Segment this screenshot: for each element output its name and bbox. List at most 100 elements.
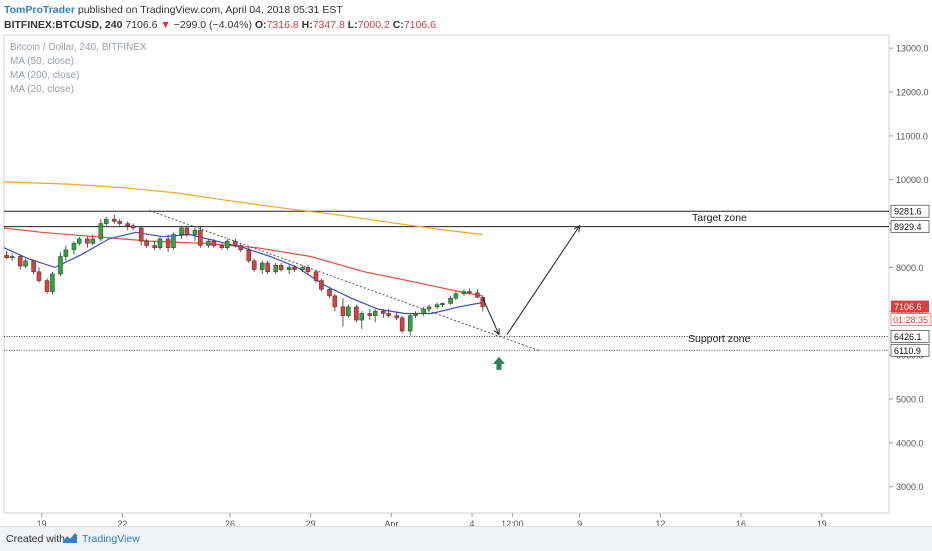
candle-body — [130, 225, 136, 229]
candle-up — [23, 258, 28, 269]
candle-body — [77, 238, 82, 244]
candle-down — [130, 223, 136, 231]
candle-up — [372, 309, 378, 323]
candle-body — [467, 291, 472, 294]
level-badge-bg — [890, 220, 930, 233]
level-badge-bg — [890, 204, 930, 218]
candle-body — [448, 297, 453, 304]
x-tick-label: 12:00 — [501, 519, 524, 526]
dotted-trendline — [149, 209, 540, 352]
up-arrow-icon — [492, 356, 505, 370]
candle-body — [31, 260, 36, 273]
candle-up — [77, 236, 82, 246]
x-tick-label: 16 — [736, 519, 746, 526]
open-value: 7316.8 — [266, 19, 299, 31]
candle-up — [103, 216, 109, 226]
legend-ma200: MA (200, close) — [10, 70, 79, 81]
ohlc-line: BITFINEX:BTCUSD, 240 7106.6 ▼ −299.0 (−4… — [4, 19, 436, 31]
candle-body — [394, 315, 399, 319]
candle-up — [434, 302, 440, 310]
candle-body — [346, 306, 351, 316]
footer-brand-link[interactable]: TradingView — [82, 533, 140, 545]
candle-down — [165, 234, 171, 253]
candle-body — [238, 245, 243, 251]
projection-arrow-down — [482, 297, 499, 334]
publish-info: published on TradingView.com, April 04, … — [77, 4, 343, 16]
candle-body — [198, 229, 203, 246]
candle-body — [286, 267, 292, 270]
candle-down — [399, 315, 405, 334]
candle-up — [346, 304, 351, 318]
candle-body — [138, 227, 144, 242]
candle-down — [238, 243, 243, 253]
candle-body — [399, 317, 405, 332]
candle-up — [58, 252, 63, 277]
candle-up — [286, 265, 292, 274]
candle-down — [125, 221, 130, 231]
candle-up — [206, 238, 211, 248]
support-zone-label: Support zone — [688, 333, 751, 345]
candle-down — [117, 219, 122, 226]
candle-down — [152, 241, 157, 250]
candle-up — [98, 219, 104, 242]
candle-body — [171, 234, 176, 248]
candle-body — [17, 256, 23, 267]
candle-body — [332, 295, 338, 308]
candle-body — [179, 227, 184, 235]
candle-body — [246, 249, 252, 262]
candle-body — [192, 229, 198, 235]
ma-line-200 — [3, 181, 483, 236]
candle-body — [327, 289, 332, 297]
candle-up — [90, 234, 96, 246]
x-tick-label: 26 — [225, 519, 235, 526]
candle-body — [50, 273, 55, 292]
candle-down — [31, 259, 36, 274]
candle-down — [340, 298, 346, 327]
target-zone-label: Target zone — [692, 212, 747, 224]
x-tick-label: 12 — [655, 519, 665, 526]
y-tick-label: 12000.0 — [896, 88, 929, 98]
tradingview-logo-icon — [63, 533, 77, 543]
candle-body — [453, 293, 459, 299]
candle-body — [112, 218, 117, 222]
candle-down — [246, 247, 252, 264]
level-badge: 6110.9 — [894, 346, 921, 356]
candle-body — [359, 313, 365, 321]
candle-down — [17, 255, 23, 270]
y-tick-label: 13000.0 — [896, 44, 929, 54]
candle-down — [219, 243, 225, 250]
candle-body — [125, 223, 130, 227]
candle-body — [367, 313, 373, 316]
candle-down — [112, 214, 117, 224]
candle-body — [144, 240, 149, 246]
candle-up — [259, 260, 265, 274]
candle-body — [292, 267, 297, 270]
candle-body — [211, 240, 217, 246]
price-badge-bg — [891, 300, 929, 313]
candle-up — [171, 232, 176, 250]
author-link[interactable]: TomProTrader — [4, 4, 75, 16]
candle-down — [467, 288, 472, 295]
candle-body — [165, 238, 171, 248]
level-badge: 9281.6 — [894, 207, 922, 217]
low-label: L: — [347, 19, 358, 31]
close-label: C: — [392, 19, 404, 31]
candle-body — [9, 256, 15, 259]
candle-body — [63, 249, 69, 257]
publish-line: TomProTrader published on TradingView.co… — [4, 4, 343, 16]
level-badge-bg — [890, 330, 930, 343]
candle-up — [225, 238, 230, 250]
candle-body — [475, 292, 480, 298]
candle-body — [157, 238, 163, 248]
candle-body — [225, 240, 230, 248]
y-tick-label: 5000.0 — [896, 394, 924, 404]
x-tick-label: 4 — [470, 519, 475, 526]
footer-bar: Created with TradingView — [0, 526, 932, 551]
candle-down — [198, 225, 203, 248]
candle-body — [300, 267, 305, 270]
price-chart[interactable]: Bitcoin / Dollar, 240, BITFINEX MA (50, … — [0, 34, 932, 526]
x-tick-label: 29 — [306, 519, 316, 526]
candle-body — [278, 264, 284, 270]
candle-up — [426, 304, 432, 312]
candle-down — [265, 260, 270, 274]
